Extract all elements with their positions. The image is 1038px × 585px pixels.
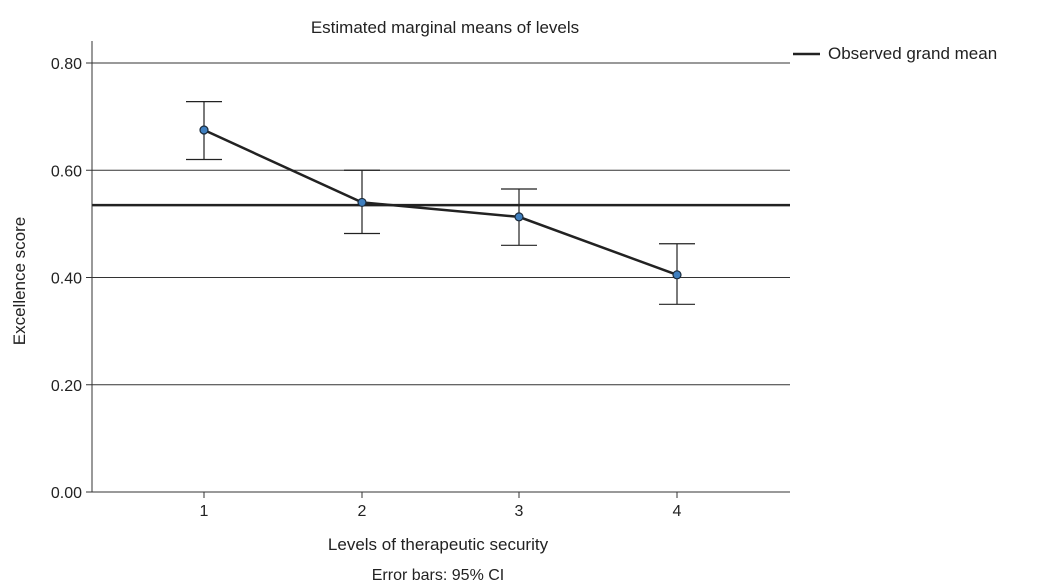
series-line (203, 128, 678, 276)
error-bars-note: Error bars: 95% CI (372, 567, 504, 584)
data-point-1 (199, 125, 209, 135)
series-group (186, 101, 695, 305)
x-tick-label-4: 4 (673, 503, 682, 520)
data-point-3 (514, 212, 524, 222)
gridlines (92, 62, 790, 386)
x-tick-label-1: 1 (200, 503, 209, 520)
y-tick-label-2: 0.40 (51, 271, 82, 288)
data-point-2 (357, 197, 367, 208)
legend: Observed grand mean (793, 44, 997, 63)
chart-title: Estimated marginal means of levels (311, 18, 579, 37)
y-axis-title: Excellence score (10, 217, 29, 346)
data-point-4 (672, 270, 682, 280)
y-tick-label-0: 0.00 (51, 485, 82, 502)
y-tick-label-1: 0.20 (51, 378, 82, 395)
axes (91, 41, 790, 493)
x-tick-label-2: 2 (358, 503, 367, 520)
y-tick-label-4: 0.80 (51, 56, 82, 73)
y-tick-label-3: 0.60 (51, 163, 82, 180)
legend-grand-mean-label: Observed grand mean (828, 44, 997, 63)
x-axis-title: Levels of therapeutic security (328, 535, 549, 554)
x-tick-label-3: 3 (515, 503, 524, 520)
x-tick-labels: 1 2 3 4 (200, 492, 682, 520)
y-tick-labels: 0.00 0.20 0.40 0.60 0.80 (51, 56, 92, 502)
